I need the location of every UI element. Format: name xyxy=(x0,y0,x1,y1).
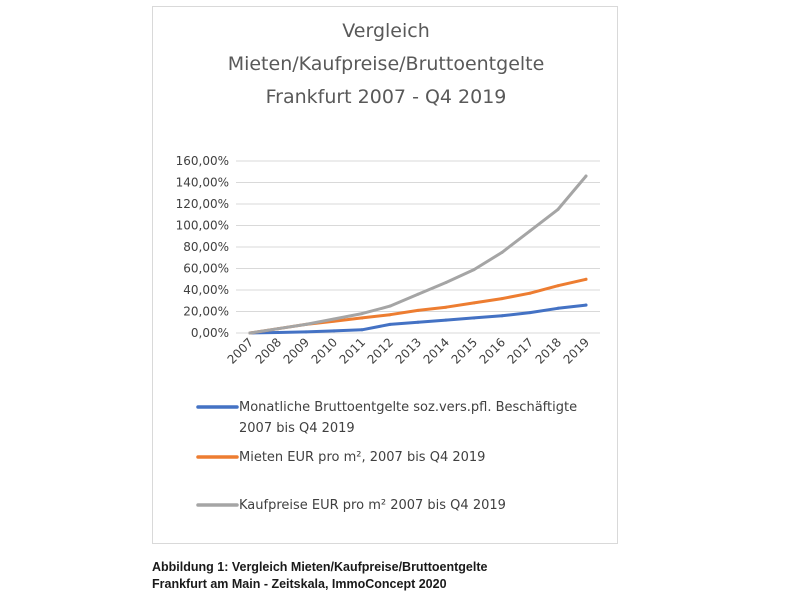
data-point xyxy=(416,320,420,324)
data-point xyxy=(276,330,280,334)
data-point xyxy=(388,322,392,326)
data-point xyxy=(556,306,560,310)
data-point xyxy=(528,229,532,233)
legend-label-1: Monatliche Bruttoentgelte soz.vers.pfl. … xyxy=(239,400,577,415)
data-point xyxy=(472,316,476,320)
x-tick-label: 2018 xyxy=(533,335,564,366)
chart-title-line-2: Mieten/Kaufpreise/Bruttoentgelte xyxy=(228,53,545,75)
data-point xyxy=(360,312,364,316)
data-point xyxy=(388,304,392,308)
chart-frame: Vergleich Mieten/Kaufpreise/Bruttoentgelt… xyxy=(152,6,618,544)
data-point xyxy=(556,207,560,211)
data-point xyxy=(332,317,336,321)
caption-line-1: Abbildung 1: Vergleich Mieten/Kaufpreise… xyxy=(152,560,488,574)
x-tick-label: 2012 xyxy=(365,335,396,366)
data-point xyxy=(304,330,308,334)
data-point xyxy=(444,318,448,322)
x-tick-label: 2011 xyxy=(337,335,368,366)
y-tick-label: 20,00% xyxy=(183,305,229,319)
data-point xyxy=(416,308,420,312)
caption-line-2: Frankfurt am Main - Zeitskala, ImmoConce… xyxy=(152,577,447,591)
data-point xyxy=(360,328,364,332)
y-tick-label: 0,00% xyxy=(191,326,229,340)
x-tick-label: 2017 xyxy=(505,335,536,366)
data-point xyxy=(584,174,588,178)
line-chart: Vergleich Mieten/Kaufpreise/Bruttoentgelt… xyxy=(176,20,600,513)
figure-caption: Abbildung 1: Vergleich Mieten/Kaufpreise… xyxy=(152,559,772,593)
chart-title-line-3: Frankfurt 2007 - Q4 2019 xyxy=(266,86,507,108)
y-tick-label: 120,00% xyxy=(176,197,229,211)
y-tick-label: 140,00% xyxy=(176,176,229,190)
data-point xyxy=(584,303,588,307)
chart-title-line-1: Vergleich xyxy=(342,20,430,42)
legend-label-2: Mieten EUR pro m², 2007 bis Q4 2019 xyxy=(239,450,485,465)
x-tick-label: 2015 xyxy=(449,335,480,366)
y-tick-label: 60,00% xyxy=(183,262,229,276)
data-point xyxy=(304,322,308,326)
data-point xyxy=(528,291,532,295)
data-point xyxy=(388,313,392,317)
y-tick-label: 40,00% xyxy=(183,283,229,297)
data-point xyxy=(416,292,420,296)
data-point xyxy=(584,277,588,281)
data-point xyxy=(444,305,448,309)
data-point xyxy=(360,316,364,320)
y-tick-label: 160,00% xyxy=(176,154,229,168)
legend-label-3: Kaufpreise EUR pro m² 2007 bis Q4 2019 xyxy=(239,498,506,513)
y-tick-label: 100,00% xyxy=(176,219,229,233)
x-tick-label: 2016 xyxy=(477,335,508,366)
data-point xyxy=(472,301,476,305)
x-tick-label: 2010 xyxy=(309,335,340,366)
y-tick-label: 80,00% xyxy=(183,240,229,254)
data-point xyxy=(332,329,336,333)
data-point xyxy=(472,268,476,272)
x-tick-label: 2019 xyxy=(561,335,592,366)
x-tick-label: 2014 xyxy=(421,335,452,366)
data-point xyxy=(500,250,504,254)
x-tick-label: 2013 xyxy=(393,335,424,366)
x-tick-label: 2009 xyxy=(281,335,312,366)
x-tick-label: 2007 xyxy=(225,335,256,366)
data-point xyxy=(276,327,280,331)
data-point xyxy=(528,311,532,315)
legend-label-1: 2007 bis Q4 2019 xyxy=(239,421,355,436)
data-point xyxy=(556,284,560,288)
data-point xyxy=(500,297,504,301)
x-tick-label: 2008 xyxy=(253,335,284,366)
data-point xyxy=(500,314,504,318)
data-point xyxy=(444,280,448,284)
data-point xyxy=(248,331,252,335)
